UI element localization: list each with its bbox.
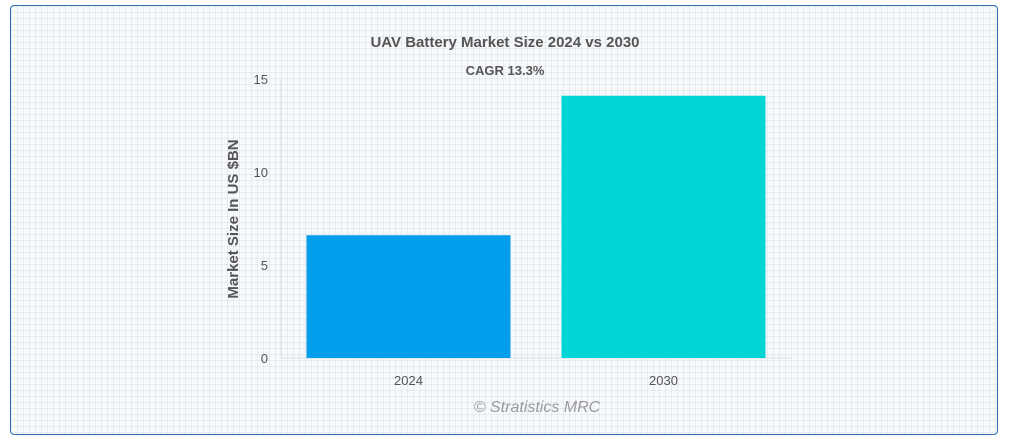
- y-tick-label: 15: [254, 72, 268, 87]
- x-tick-label: 2024: [394, 373, 423, 388]
- bars: [306, 95, 766, 359]
- y-ticks: 0 5 10 15: [254, 72, 268, 366]
- y-tick-label: 0: [261, 351, 268, 366]
- x-ticks: 2024 2030: [394, 373, 678, 388]
- y-axis-label: Market Size In US $BN: [225, 139, 242, 298]
- chart-title: UAV Battery Market Size 2024 vs 2030: [370, 34, 639, 51]
- bar-2030: [561, 95, 766, 359]
- chart-card: [10, 5, 998, 435]
- y-tick-label: 5: [261, 258, 268, 273]
- x-tick-label: 2030: [649, 373, 678, 388]
- bar-2024: [306, 235, 511, 358]
- watermark: © Stratistics MRC: [474, 399, 601, 416]
- chart-subtitle: CAGR 13.3%: [466, 63, 545, 78]
- y-tick-label: 10: [254, 165, 268, 180]
